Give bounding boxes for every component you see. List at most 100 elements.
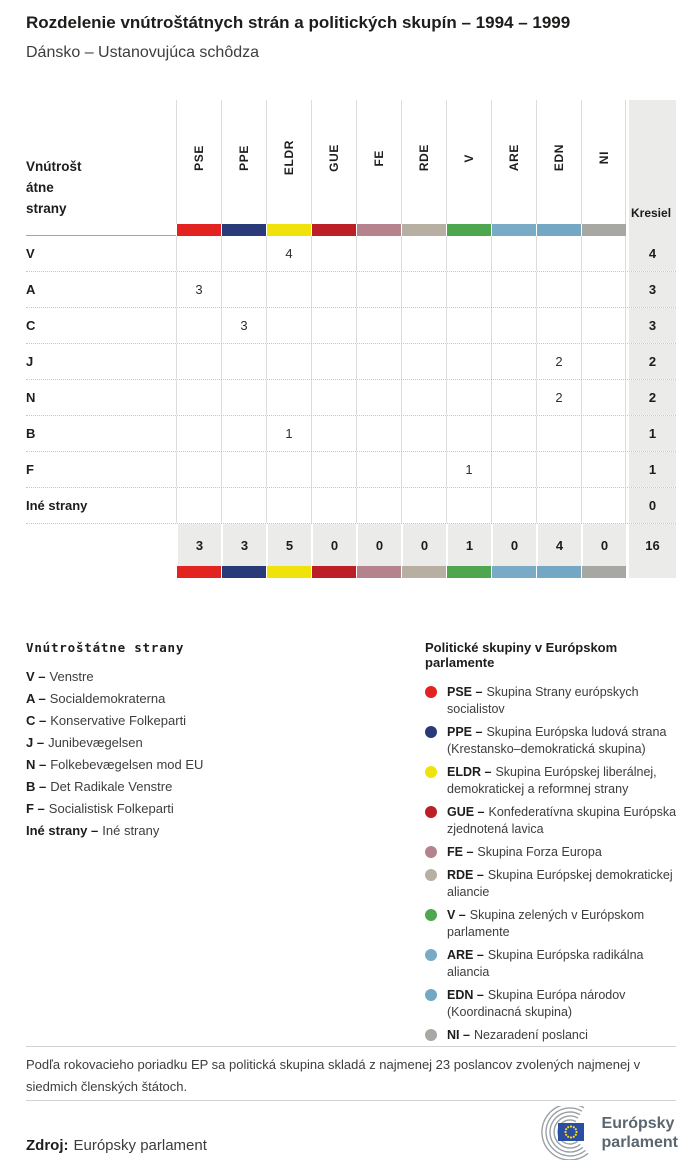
column-header-eldr: ELDR: [266, 100, 311, 224]
cell: [176, 416, 221, 451]
party-abbr: J –: [26, 735, 45, 750]
party-legend-item: J – Junibevægelsen: [26, 735, 386, 757]
cell: [176, 380, 221, 415]
cell: [491, 344, 536, 379]
cell: [221, 380, 266, 415]
cell: [311, 452, 356, 487]
cell: [446, 344, 491, 379]
party-abbr: F –: [26, 801, 45, 816]
group-color-dot: [425, 1029, 437, 1041]
cell: [536, 236, 581, 271]
group-legend-item: EDN – Skupina Európa národov (Koordinacná…: [425, 987, 681, 1021]
seats-cell: 2: [629, 344, 676, 379]
cell: [491, 380, 536, 415]
group-desc: Skupina Európa národov (Koordinacná skup…: [447, 988, 626, 1019]
group-legend-text: EDN – Skupina Európa národov (Koordinacná…: [447, 987, 679, 1021]
cell: [581, 272, 626, 307]
group-abbr: GUE –: [447, 805, 485, 819]
ep-logo-line2: parlament: [601, 1134, 678, 1151]
group-legend: Politické skupiny v Európskom parlamente…: [425, 640, 681, 1050]
row-label: A: [26, 282, 36, 297]
group-legend-item: PSE – Skupina Strany európskych socialist…: [425, 684, 681, 718]
column-header-label: PPE: [237, 145, 251, 171]
group-color-bar-edn: [536, 566, 581, 578]
total-seats-cell: 16: [629, 524, 676, 566]
totals-row: 3 3 5 0 0 0 1 0 4 0 16: [26, 523, 676, 566]
cell: [401, 380, 446, 415]
group-legend-item: ARE – Skupina Európska radikálna aliancia: [425, 947, 681, 981]
total-cell: 0: [401, 524, 446, 566]
cell: [401, 236, 446, 271]
group-color-bar-rde: [401, 224, 446, 236]
party-abbr: Iné strany –: [26, 823, 99, 838]
party-legend-item: Iné strany – Iné strany: [26, 823, 386, 845]
cell: [221, 452, 266, 487]
group-color-bar-fe: [356, 566, 401, 578]
table-row: C 3 3: [26, 307, 676, 343]
bar-row-spacer: [26, 224, 176, 236]
group-legend-item: FE – Skupina Forza Europa: [425, 844, 681, 861]
column-header-label: ELDR: [282, 140, 296, 176]
cell: [491, 416, 536, 451]
ep-hemicycle-icon: [540, 1106, 588, 1160]
group-desc: Skupina Európska ludová strana (Krestans…: [447, 725, 667, 756]
column-header-fe: FE: [356, 100, 401, 224]
page-subtitle: Dánsko – Ustanovujúca schôdza: [26, 44, 260, 61]
row-label: Iné strany: [26, 498, 88, 513]
group-color-bar-eldr: [266, 224, 311, 236]
table-row: J 2 2: [26, 343, 676, 379]
total-cell: 1: [446, 524, 491, 566]
page-title: Rozdelenie vnútroštátnych strán a politi…: [26, 13, 571, 32]
column-header-label: FE: [372, 149, 386, 167]
group-desc: Skupina Forza Europa: [477, 845, 602, 859]
cell: [311, 380, 356, 415]
cell: [176, 344, 221, 379]
cell: [446, 308, 491, 343]
group-color-bar-gue: [311, 566, 356, 578]
column-header-pse: PSE: [176, 100, 221, 224]
cell: [356, 272, 401, 307]
group-color-dot: [425, 989, 437, 1001]
cell: [356, 308, 401, 343]
group-abbr: ELDR –: [447, 765, 492, 779]
group-legend-text: PPE – Skupina Európska ludová strana (Kre…: [447, 724, 679, 758]
row-label: V: [26, 246, 35, 261]
cell: [581, 308, 626, 343]
row-label: B: [26, 426, 36, 441]
group-abbr: PSE –: [447, 685, 483, 699]
seats-cell: 3: [629, 308, 676, 343]
bar-row-spacer: [26, 566, 176, 578]
party-legend-item: A – Socialdemokraterna: [26, 691, 386, 713]
cell: [581, 416, 626, 451]
group-legend-text: ARE – Skupina Európska radikálna aliancia: [447, 947, 679, 981]
seats-cell: 0: [629, 488, 676, 523]
total-cell: 5: [266, 524, 311, 566]
party-abbr: B –: [26, 779, 47, 794]
seats-column-fill: [629, 566, 676, 578]
cell: [266, 452, 311, 487]
cell: [581, 380, 626, 415]
group-desc: Skupina Európska radikálna aliancia: [447, 948, 644, 979]
total-cell: 3: [176, 524, 221, 566]
group-legend-text: RDE – Skupina Európskej demokratickej ali…: [447, 867, 679, 901]
group-color-bar-fe: [356, 224, 401, 236]
column-header-label: RDE: [417, 144, 431, 172]
row-header-line: átne: [26, 180, 54, 195]
group-color-dot: [425, 949, 437, 961]
source-value: Európsky parlament: [73, 1137, 207, 1154]
column-header-label: ARE: [507, 144, 521, 172]
cell: [356, 416, 401, 451]
seats-cell: 3: [629, 272, 676, 307]
group-color-dot: [425, 869, 437, 881]
party-legend-heading: Vnútroštátne strany: [26, 640, 185, 655]
row-label: N: [26, 390, 36, 405]
column-header-v: V: [446, 100, 491, 224]
cell: [176, 308, 221, 343]
group-color-bar-eldr: [266, 566, 311, 578]
ep-logo-text: Európsky parlament: [602, 1114, 678, 1152]
party-name: Folkebevægelsen mod EU: [50, 757, 204, 772]
group-color-bar-ni: [581, 224, 626, 236]
seats-cell: 1: [629, 452, 676, 487]
cell: [536, 452, 581, 487]
column-header-label: PSE: [192, 145, 206, 171]
